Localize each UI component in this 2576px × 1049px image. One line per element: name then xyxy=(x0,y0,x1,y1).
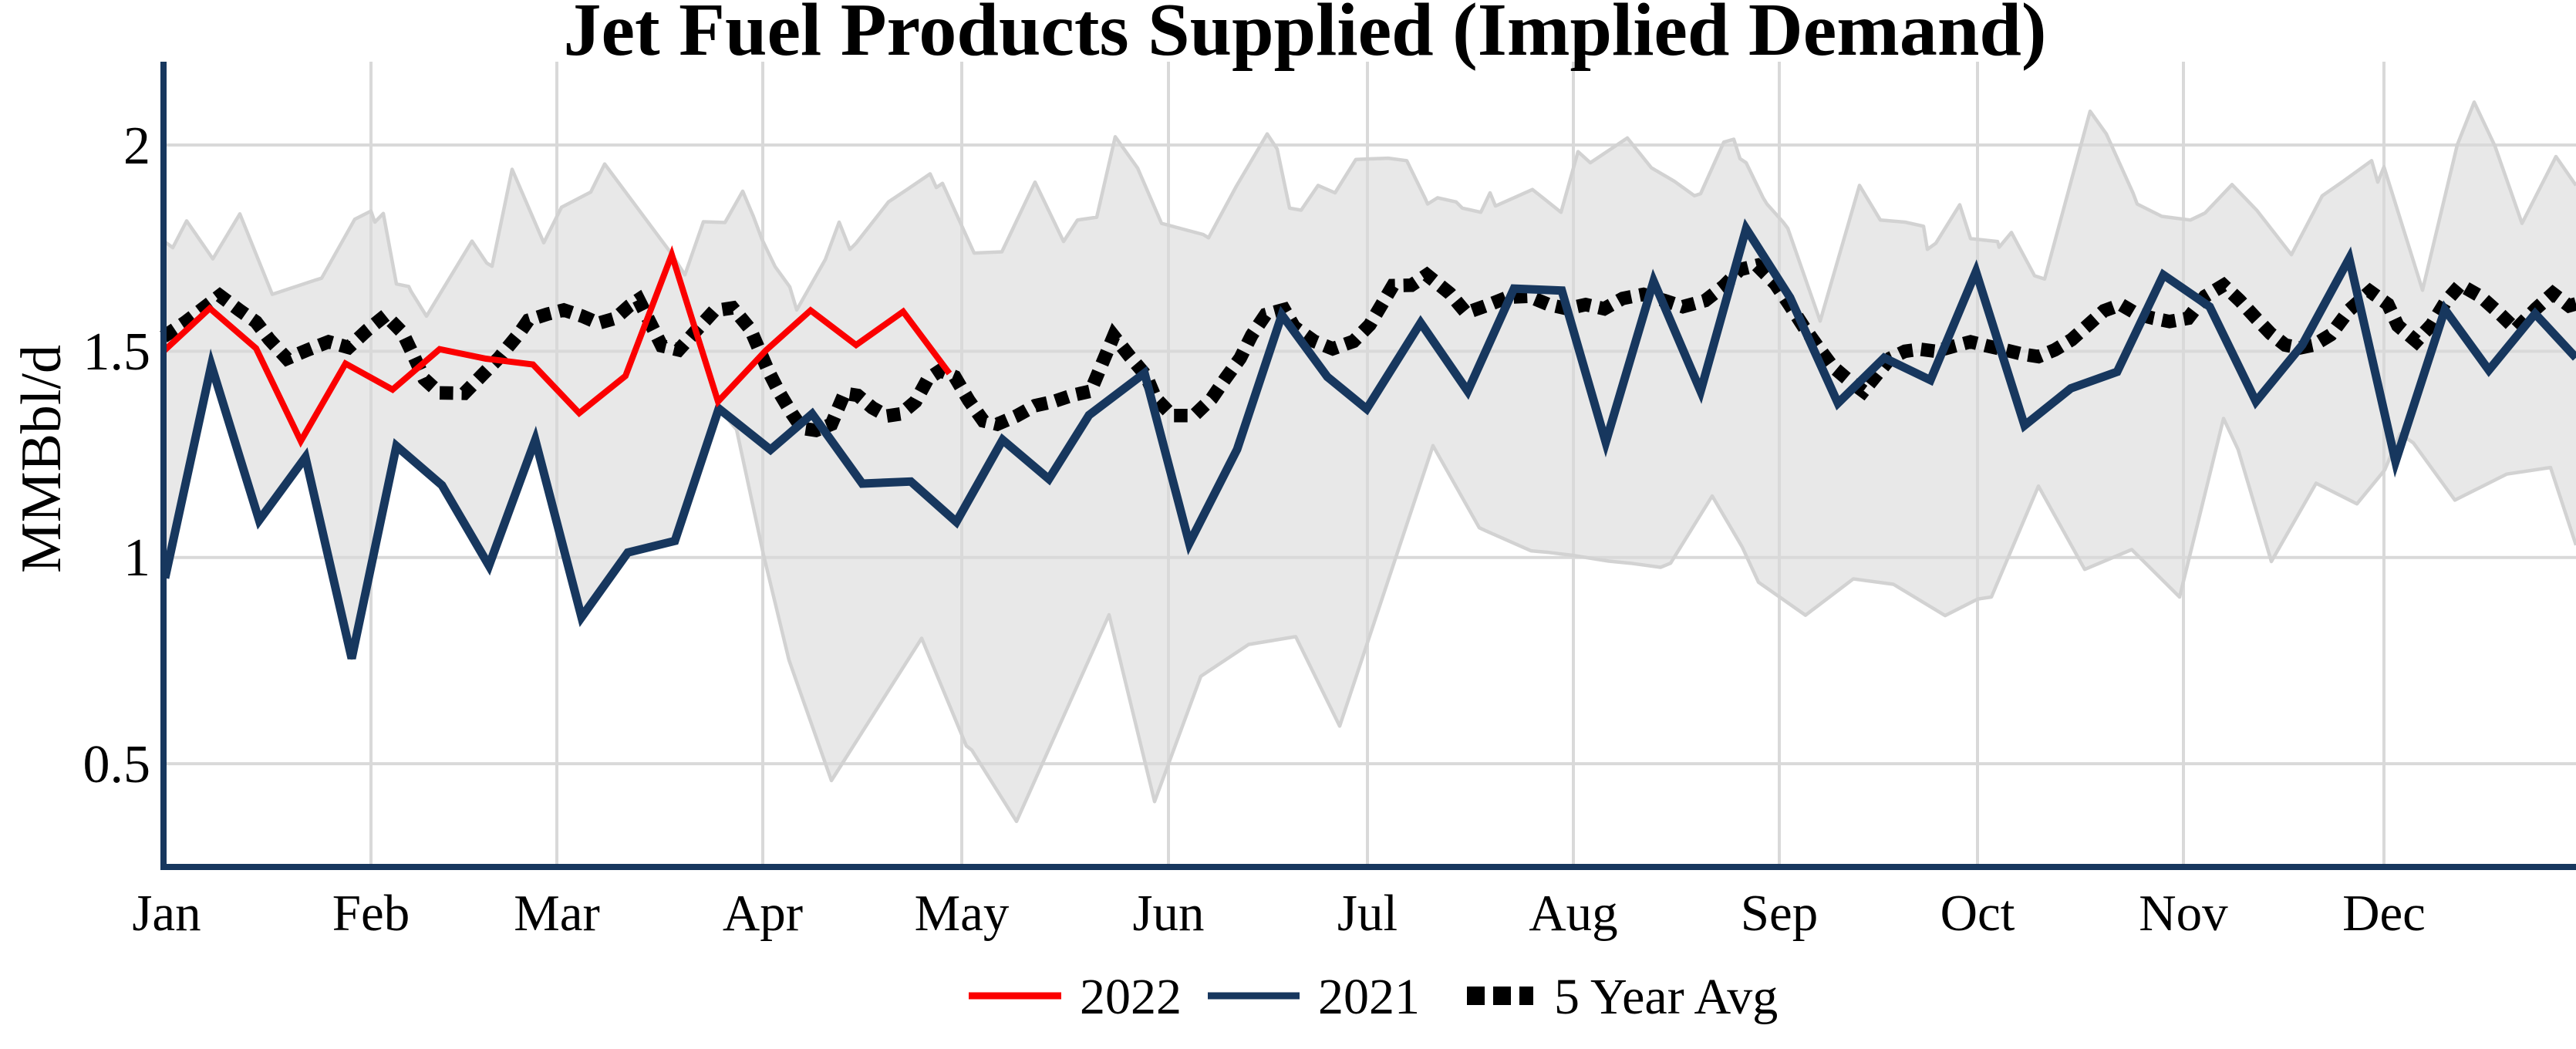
svg-text:2: 2 xyxy=(123,116,150,176)
svg-text:Jul: Jul xyxy=(1337,885,1398,942)
svg-text:Mar: Mar xyxy=(514,885,600,942)
svg-text:Sep: Sep xyxy=(1741,885,1819,942)
svg-text:5 Year Avg: 5 Year Avg xyxy=(1554,969,1778,1025)
svg-text:Jun: Jun xyxy=(1132,885,1204,942)
svg-text:1.5: 1.5 xyxy=(83,322,151,382)
svg-text:Apr: Apr xyxy=(723,885,803,942)
svg-text:Feb: Feb xyxy=(332,885,410,942)
svg-text:Nov: Nov xyxy=(2139,885,2228,942)
svg-text:Dec: Dec xyxy=(2342,885,2426,942)
svg-text:Aug: Aug xyxy=(1529,885,1617,942)
svg-text:0.5: 0.5 xyxy=(83,735,151,794)
svg-text:Jet Fuel Products Supplied (Im: Jet Fuel Products Supplied (Implied Dema… xyxy=(564,0,2047,72)
svg-text:Oct: Oct xyxy=(1940,885,2015,942)
svg-text:2021: 2021 xyxy=(1318,969,1420,1025)
svg-text:May: May xyxy=(915,885,1010,942)
svg-text:1: 1 xyxy=(123,528,150,588)
svg-text:Jan: Jan xyxy=(132,885,201,942)
svg-text:MMBbl/d: MMBbl/d xyxy=(10,345,73,573)
svg-text:2022: 2022 xyxy=(1080,969,1182,1025)
